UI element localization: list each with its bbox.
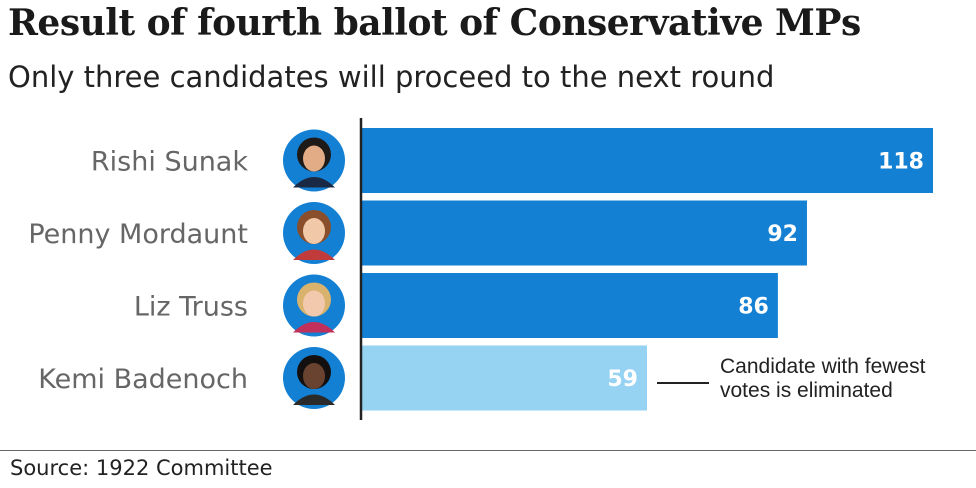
avatar-body [293,322,335,333]
source-note: Source: 1922 Committee [10,456,273,480]
avatar-face [303,363,325,389]
category-label: Kemi Badenoch [38,364,248,395]
avatar-face [303,218,325,244]
data-label: 92 [767,222,798,247]
category-label: Penny Mordaunt [28,219,248,250]
chart-subtitle: Only three candidates will proceed to th… [8,60,775,94]
bar [361,273,778,338]
annotation-text: votes is eliminated [720,379,893,402]
data-label: 86 [738,295,769,320]
data-label: 59 [607,367,638,392]
chart-title: Result of fourth ballot of Conservative … [8,2,861,44]
avatar-body [293,394,335,405]
avatar-body [293,249,335,260]
avatar-face [303,290,325,317]
bar [361,345,647,411]
annotation-text: Candidate with fewest [720,355,926,378]
bar-chart: Rishi Sunak 118 Penny Mordaunt 92 Liz Truss 8… [28,118,933,420]
data-label: 118 [878,150,924,175]
category-label: Rishi Sunak [91,147,248,178]
bar [361,128,933,193]
bar [361,200,807,266]
avatar-face [303,145,325,172]
footer-divider [0,450,976,451]
avatar-body [293,177,335,188]
category-label: Liz Truss [134,292,248,323]
